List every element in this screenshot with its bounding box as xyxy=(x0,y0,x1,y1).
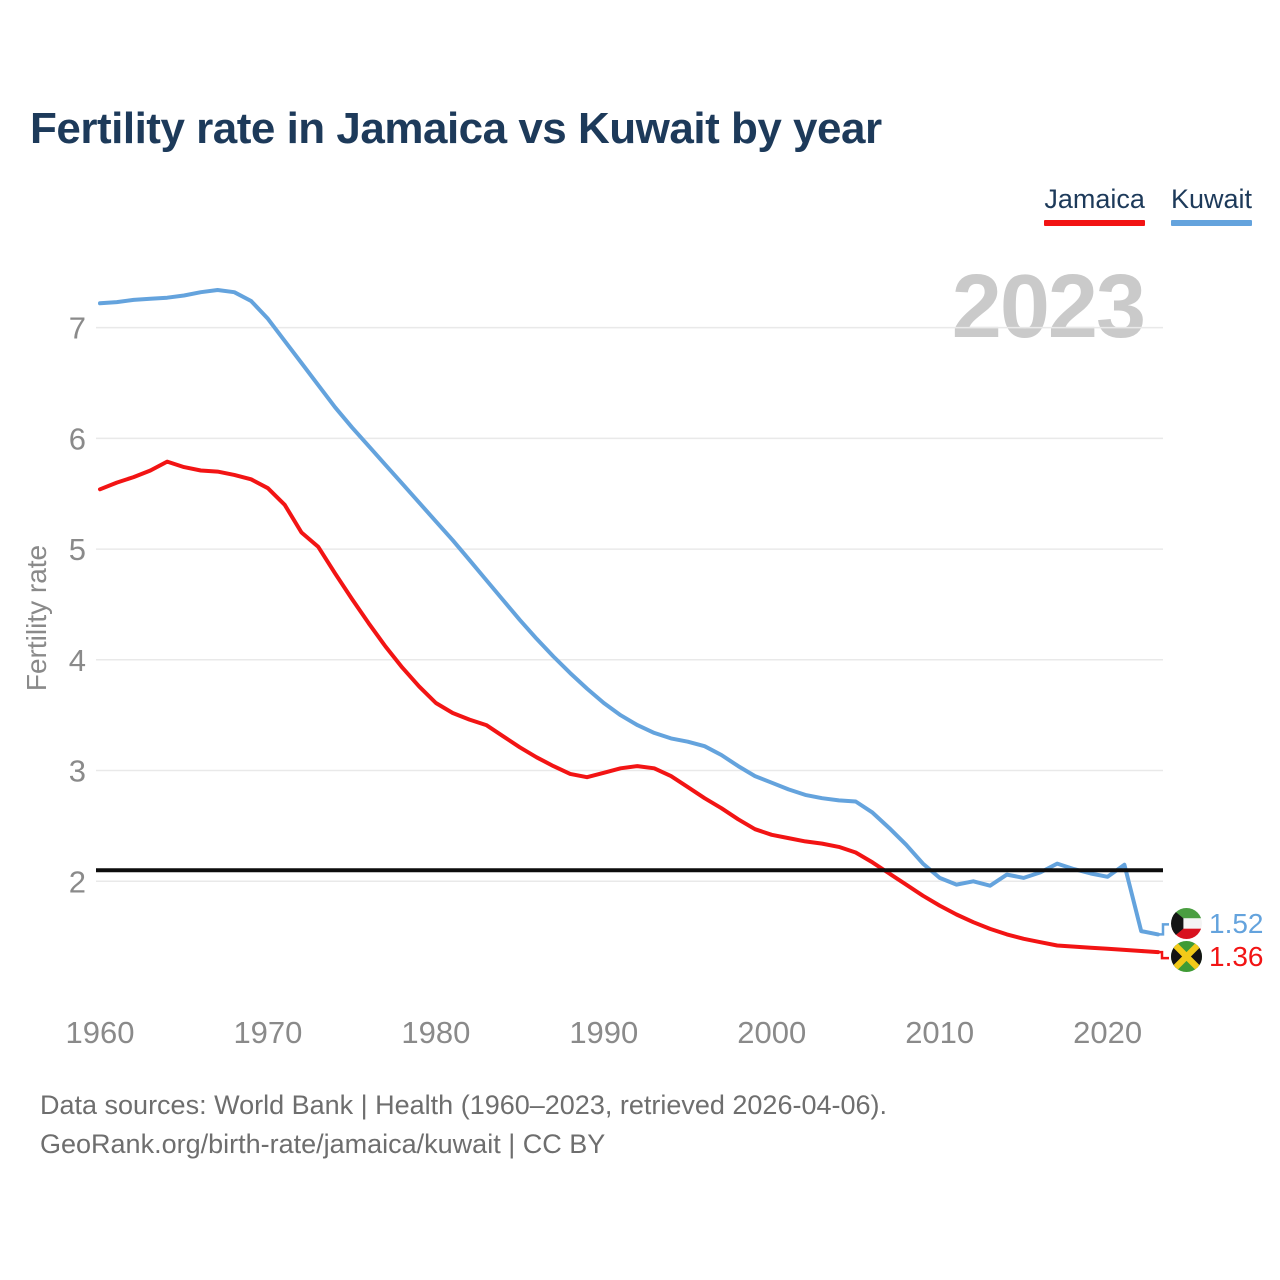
footer-line-2: GeoRank.org/birth-rate/jamaica/kuwait | … xyxy=(40,1129,606,1159)
x-tick-label: 2010 xyxy=(905,1015,974,1050)
jamaica-end-value: 1.36 xyxy=(1209,941,1264,972)
legend: Jamaica Kuwait xyxy=(1044,184,1252,226)
y-tick-label: 3 xyxy=(69,754,86,789)
x-tick-label: 2020 xyxy=(1073,1015,1142,1050)
y-tick-label: 6 xyxy=(69,421,86,456)
legend-item-jamaica[interactable]: Jamaica xyxy=(1044,184,1145,226)
kuwait-end-label: 1.52 xyxy=(1171,908,1264,939)
kuwait-end-value: 1.52 xyxy=(1209,908,1264,939)
legend-label-kuwait: Kuwait xyxy=(1170,184,1252,214)
legend-underline-kuwait xyxy=(1170,220,1252,226)
y-tick-label: 4 xyxy=(69,643,86,678)
legend-underline-jamaica xyxy=(1044,220,1145,226)
y-axis-title: Fertility rate xyxy=(21,545,52,691)
legend-label-jamaica: Jamaica xyxy=(1044,184,1145,214)
year-watermark: 2023 xyxy=(951,257,1146,357)
jamaica-flag-icon xyxy=(1171,941,1202,972)
page-title: Fertility rate in Jamaica vs Kuwait by y… xyxy=(30,104,882,153)
jamaica-end-label: 1.36 xyxy=(1171,941,1264,972)
kuwait-flag-icon xyxy=(1171,908,1202,939)
x-tick-label: 1980 xyxy=(401,1015,470,1050)
x-tick-label: 2000 xyxy=(737,1015,806,1050)
y-tick-label: 7 xyxy=(69,311,86,346)
x-tick-label: 1970 xyxy=(233,1015,302,1050)
kuwait-line-series[interactable] xyxy=(98,288,1160,937)
footer-attribution: Data sources: World Bank | Health (1960–… xyxy=(40,1086,887,1164)
legend-item-kuwait[interactable]: Kuwait xyxy=(1170,184,1252,226)
y-tick-label: 5 xyxy=(69,532,86,567)
kuwait-end-connector xyxy=(1157,923,1169,936)
jamaica-end-connector xyxy=(1157,950,1169,960)
x-tick-label: 1960 xyxy=(66,1015,135,1050)
y-tick-label: 2 xyxy=(69,864,86,899)
jamaica-line-series[interactable] xyxy=(98,459,1160,955)
footer-line-1: Data sources: World Bank | Health (1960–… xyxy=(40,1090,887,1120)
x-tick-label: 1990 xyxy=(569,1015,638,1050)
